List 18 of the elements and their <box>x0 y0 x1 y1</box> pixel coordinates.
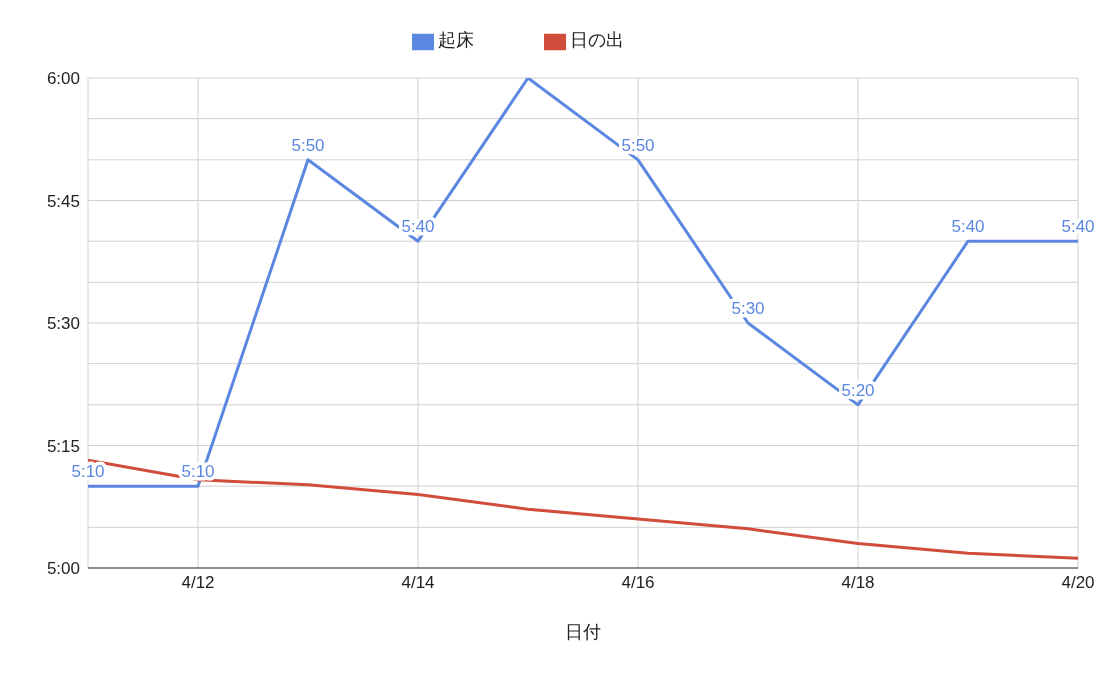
data-label: 5:10 <box>71 462 105 482</box>
y-tick-label: 5:45 <box>46 191 80 211</box>
data-label: 5:40 <box>951 217 985 237</box>
legend-label: 日の出 <box>570 30 624 50</box>
y-tick-label: 6:00 <box>46 69 80 89</box>
x-tick-label: 4/20 <box>1061 573 1095 593</box>
x-tick-label: 4/18 <box>841 573 875 593</box>
y-tick-label: 5:30 <box>46 314 80 334</box>
y-tick-label: 5:00 <box>46 559 80 579</box>
legend-label: 起床 <box>438 30 474 50</box>
data-label: 5:50 <box>621 135 655 155</box>
x-tick-label: 4/14 <box>401 573 435 593</box>
x-tick-label: 4/16 <box>621 573 655 593</box>
data-label: 5:40 <box>1061 217 1095 237</box>
data-label: 5:50 <box>291 135 325 155</box>
y-tick-label: 5:15 <box>46 436 80 456</box>
x-axis-title: 日付 <box>565 622 601 642</box>
x-tick-label: 4/12 <box>181 573 215 593</box>
